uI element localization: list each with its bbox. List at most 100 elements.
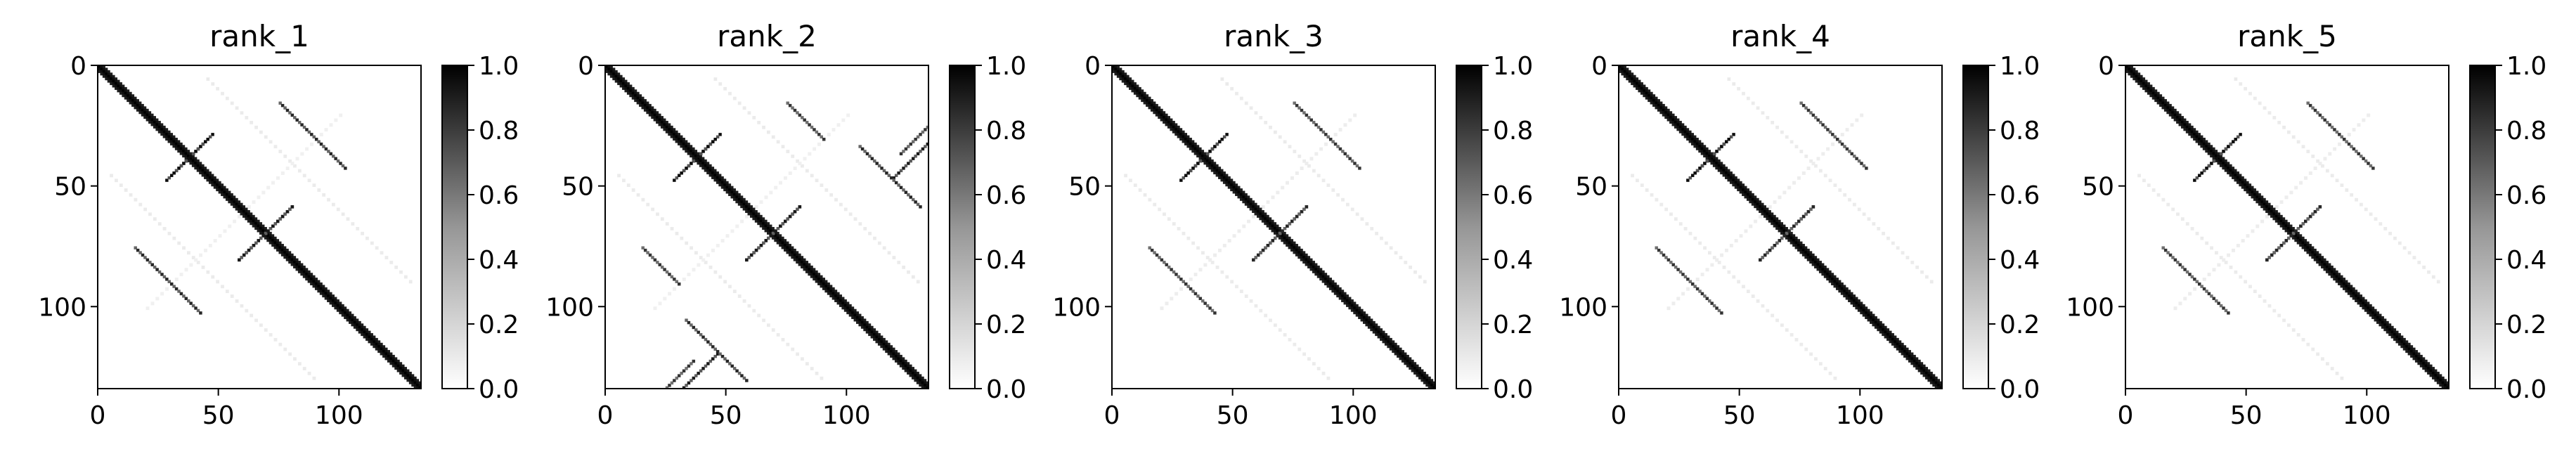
heatmap-cell: [1409, 362, 1412, 365]
heatmap-cell: [1717, 309, 1721, 313]
heatmap-cell: [732, 193, 736, 196]
heatmap-cell: [2234, 176, 2237, 179]
heatmap-cell: [314, 285, 318, 288]
heatmap-cell: [1392, 342, 1395, 346]
heatmap-cell: [2185, 123, 2189, 126]
heatmap-cell: [273, 236, 277, 240]
heatmap-cell: [375, 337, 378, 341]
heatmap-cell: [238, 205, 241, 209]
heatmap-cell: [411, 374, 415, 377]
heatmap-cell: [894, 174, 898, 177]
heatmap-cell: [803, 268, 806, 271]
heatmap-cell: [1302, 251, 1306, 254]
heatmap-cell: [2333, 278, 2336, 281]
heatmap-cell: [2212, 150, 2215, 153]
heatmap-cell: [1239, 193, 1243, 196]
heatmap-cell: [767, 229, 770, 233]
heatmap-cell: [349, 311, 352, 315]
heatmap-cell: [1759, 209, 1762, 214]
heatmap-cell: [651, 113, 654, 117]
heatmap-cell: [1121, 77, 1125, 81]
heatmap-cell: [177, 142, 181, 145]
heatmap-cell: [609, 70, 613, 73]
heatmap-cell: [1307, 258, 1311, 261]
heatmap-cell: [157, 128, 161, 131]
heatmap-cell: [1314, 152, 1319, 156]
heatmap-cell: [1227, 178, 1231, 182]
heatmap-cell: [767, 323, 770, 327]
heatmap-cell: [1681, 273, 1685, 276]
heatmap-cell: [1801, 251, 1805, 254]
colorbar-tick-label: 0.6: [986, 181, 1026, 210]
heatmap-cell: [2149, 84, 2153, 88]
heatmap-cell: [1877, 320, 1880, 324]
heatmap-cell: [1404, 354, 1407, 358]
heatmap-cell: [1283, 231, 1286, 235]
heatmap-cell: [1840, 142, 1844, 146]
heatmap-cell: [1121, 70, 1125, 73]
heatmap-cell: [1729, 135, 1733, 139]
heatmap-cell: [1331, 285, 1335, 288]
heatmap-cell: [334, 306, 337, 310]
heatmap-cell: [1860, 306, 1863, 310]
heatmap-cell: [801, 265, 804, 268]
heatmap-cell: [2227, 169, 2230, 172]
heatmap-cell: [413, 381, 417, 384]
heatmap-cell: [2205, 150, 2208, 153]
heatmap-cell: [1799, 150, 1804, 153]
heatmap-cell: [1112, 65, 1115, 69]
heatmap-cell: [2306, 342, 2310, 346]
heatmap-cell: [1261, 212, 1264, 216]
heatmap-cell: [1331, 188, 1335, 192]
heatmap-cell: [843, 207, 848, 212]
heatmap-cell: [368, 340, 371, 344]
heatmap-cell: [238, 202, 241, 206]
heatmap-cell: [1297, 246, 1301, 249]
heatmap-cell: [675, 231, 679, 235]
heatmap-cell: [204, 171, 207, 175]
heatmap-cell: [1623, 65, 1626, 69]
heatmap-cell: [639, 99, 642, 103]
heatmap-cell: [1831, 133, 1834, 136]
heatmap-cell: [1780, 229, 1784, 233]
heatmap-cell: [919, 379, 922, 382]
heatmap-cell: [1693, 285, 1697, 288]
heatmap-cell: [2383, 328, 2387, 332]
heatmap-cell: [774, 234, 777, 238]
heatmap-cell: [877, 333, 881, 337]
heatmap-cell: [1717, 167, 1721, 170]
heatmap-cell: [1865, 313, 1868, 317]
heatmap-cell: [1191, 290, 1195, 293]
heatmap-cell: [873, 328, 876, 332]
heatmap-cell: [2306, 244, 2310, 247]
colorbar-tick-label: 0.4: [1493, 246, 1533, 275]
heatmap-cell: [2229, 171, 2232, 175]
heatmap-cell: [919, 133, 922, 136]
heatmap-cell: [926, 386, 928, 389]
heatmap-cell: [829, 287, 833, 290]
heatmap-cell: [276, 219, 280, 223]
heatmap-cell: [1867, 313, 1870, 317]
heatmap-cell: [609, 72, 613, 76]
heatmap-cell: [191, 159, 195, 162]
heatmap-cell: [1133, 86, 1137, 90]
heatmap-cell: [401, 364, 405, 368]
heatmap-cell: [1751, 195, 1754, 199]
heatmap-cell: [150, 120, 154, 124]
heatmap-cell: [1208, 150, 1212, 153]
heatmap-cell: [1177, 227, 1181, 230]
heatmap-cell: [127, 94, 130, 98]
heatmap-cell: [2299, 239, 2303, 242]
heatmap-cell: [1237, 195, 1241, 199]
heatmap-cell: [1425, 384, 1429, 387]
heatmap-cell: [1884, 328, 1887, 332]
heatmap-cell: [2436, 280, 2440, 284]
heatmap-cell: [914, 374, 917, 377]
heatmap-cell: [160, 292, 164, 296]
heatmap-cell: [117, 82, 120, 86]
heatmap-cell: [897, 357, 900, 361]
heatmap-cell: [1811, 113, 1816, 117]
heatmap-cell: [182, 155, 186, 158]
heatmap-cell: [1256, 207, 1260, 211]
heatmap-cell: [651, 116, 654, 119]
